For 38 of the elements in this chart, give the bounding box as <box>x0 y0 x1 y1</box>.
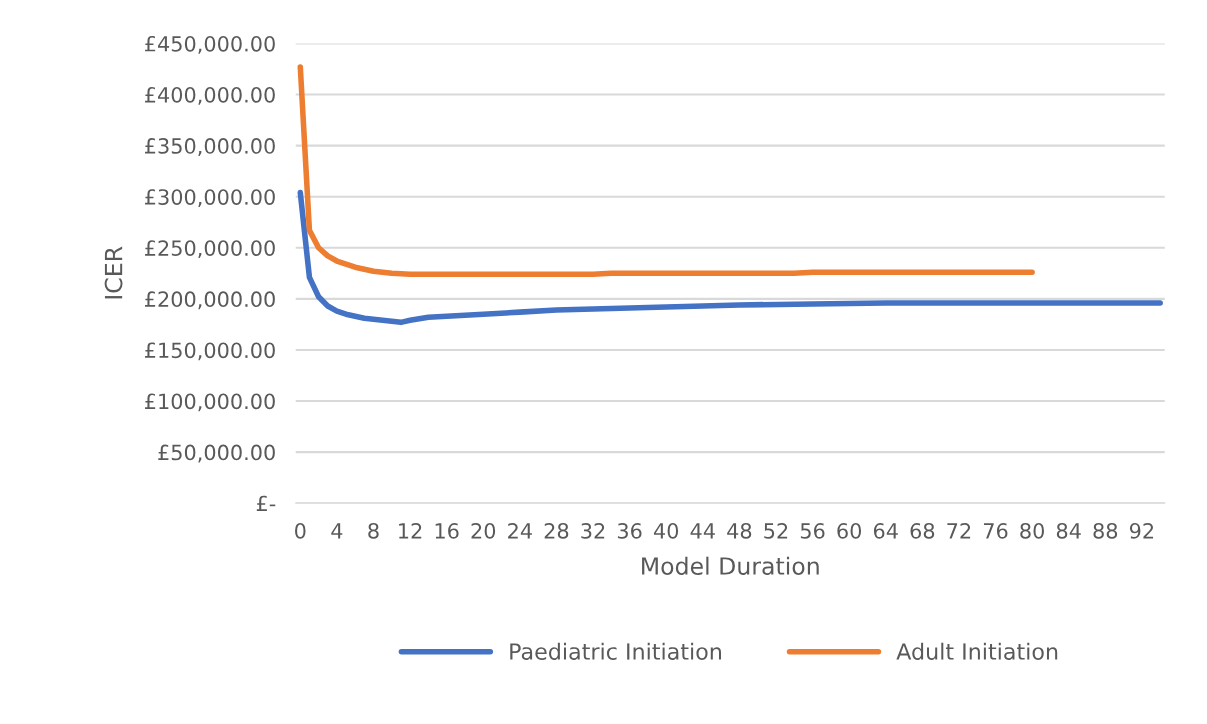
x-tick-label: 60 <box>837 522 862 539</box>
x-tick-label: 76 <box>983 522 1008 539</box>
y-tick-label: £450,000.00 <box>145 35 275 54</box>
x-tick-label: 0 <box>295 522 306 539</box>
x-tick-label: 28 <box>544 522 569 539</box>
x-tick-label: 64 <box>873 522 898 539</box>
legend-label: Paediatric Initiation <box>510 642 721 660</box>
x-tick-label: 8 <box>368 522 379 539</box>
x-tick-label: 88 <box>1093 522 1118 539</box>
x-tick-label: 44 <box>690 523 715 539</box>
x-tick-label: 16 <box>435 522 459 539</box>
x-tick-label: 56 <box>800 522 825 539</box>
y-tick-label: £300,000.00 <box>145 189 275 208</box>
y-tick-label: £200,000.00 <box>145 291 275 310</box>
x-tick-label: 4 <box>331 523 343 539</box>
y-tick-label: £100,000.00 <box>145 393 275 412</box>
x-tick-label: 32 <box>581 522 605 539</box>
x-axis-title: Model Duration <box>642 556 819 575</box>
x-tick-label: 20 <box>471 522 496 539</box>
x-tick-label: 52 <box>764 522 788 539</box>
x-tick-label: 92 <box>1129 522 1154 539</box>
x-tick-label: 48 <box>727 522 752 539</box>
y-tick-label: £50,000.00 <box>158 444 275 463</box>
x-tick-label: 12 <box>399 522 422 539</box>
x-tick-label: 36 <box>617 522 642 539</box>
y-tick-label: £250,000.00 <box>145 240 275 259</box>
y-tick-label: £150,000.00 <box>145 342 275 361</box>
y-tick-label: £350,000.00 <box>145 138 275 156</box>
x-tick-label: 68 <box>910 522 935 539</box>
y-tick-label: £400,000.00 <box>145 86 275 105</box>
x-tick-label: 84 <box>1056 522 1081 539</box>
x-tick-label: 72 <box>947 522 971 539</box>
y-axis-title: ICER <box>104 246 123 299</box>
legend-label: Adult Initiation <box>896 642 1058 660</box>
x-tick-label: 80 <box>1020 522 1044 539</box>
x-tick-label: 24 <box>508 522 532 539</box>
x-tick-label: 40 <box>653 522 679 539</box>
y-tick-label: £- <box>256 495 276 512</box>
